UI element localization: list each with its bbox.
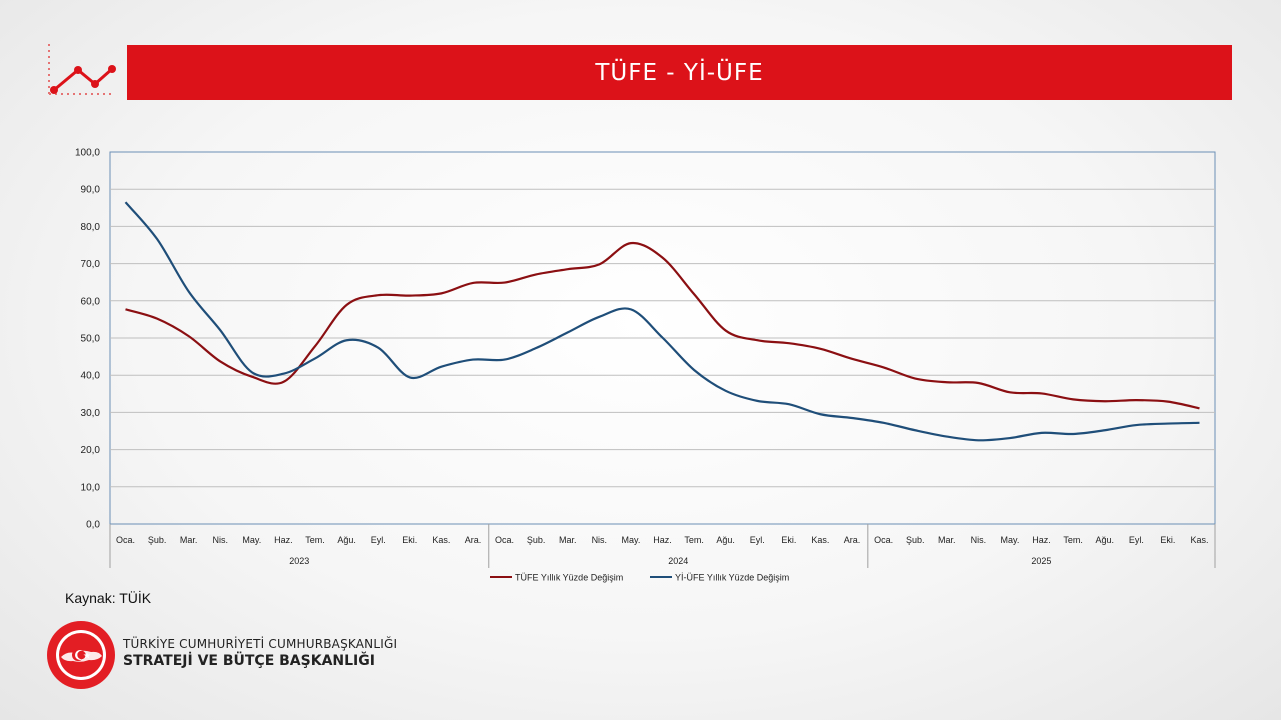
x-tick-label: Oca. [116,535,135,545]
x-tick-label: Ağu. [1095,535,1114,545]
line-chart: 0,0 10,0 20,0 30,0 40,0 50,0 60,0 70,0 80,0 90,0 1… [75,148,1216,583]
y-tick-label: 50,0 [81,334,101,345]
x-tick-label: Nis. [213,535,229,545]
x-tick-label: Tem. [305,535,325,545]
x-tick-label: Oca. [874,535,893,545]
x-tick-label: Eyl. [371,535,386,545]
x-tick-label: Eyl. [750,535,765,545]
y-tick-label: 40,0 [81,371,101,382]
x-tick-label: Ağu. [337,535,356,545]
x-tick-label: Kas. [432,535,450,545]
x-tick-label: Şub. [527,535,546,545]
legend-label: TÜFE Yıllık Yüzde Değişim [515,573,623,583]
x-tick-label: Eki. [781,535,796,545]
x-tick-label: Haz. [1032,535,1051,545]
y-tick-label: 30,0 [81,408,101,419]
year-label: 2024 [668,556,688,566]
x-tick-label: Şub. [148,535,167,545]
x-tick-label: Eki. [1160,535,1175,545]
x-tick-label: Tem. [684,535,704,545]
y-tick-label: 20,0 [81,445,101,456]
x-tick-label: Kas. [1190,535,1208,545]
x-tick-label: Eki. [402,535,417,545]
x-tick-label: Ara. [465,535,482,545]
page-title: TÜFE - Yİ-ÜFE [127,45,1232,100]
x-tick-label: Haz. [653,535,672,545]
x-tick-label: Mar. [938,535,956,545]
series-line-yiufe [124,201,1200,442]
y-tick-label: 60,0 [81,296,101,307]
org-line1: TÜRKİYE CUMHURİYETİ CUMHURBAŞKANLIĞI [123,637,398,651]
y-tick-label: 10,0 [81,482,101,493]
series-lines [124,201,1200,442]
legend: TÜFE Yıllık Yüzde Değişim Yİ-ÜFE Yıllık Y… [490,573,789,583]
trend-chart-icon [48,44,116,95]
x-tick-label: Nis. [592,535,608,545]
x-tick-label: Ağu. [716,535,735,545]
institution-name: TÜRKİYE CUMHURİYETİ CUMHURBAŞKANLIĞI STR… [123,637,397,669]
source-note: Kaynak: TÜİK [65,590,152,606]
institution-seal [47,621,115,689]
y-tick-label: 90,0 [81,185,101,196]
x-axis-ticks: Oca. Şub. Mar. Nis. May. Haz. Tem. Ağu. Eyl. Eki.… [116,535,1209,545]
x-tick-label: Mar. [559,535,577,545]
year-label: 2023 [289,556,309,566]
x-tick-label: Kas. [811,535,829,545]
x-tick-label: May. [1001,535,1020,545]
y-axis-ticks: 0,0 10,0 20,0 30,0 40,0 50,0 60,0 70,0 80,0 90,0 1… [75,148,100,531]
x-tick-label: Şub. [906,535,925,545]
x-tick-label: Ara. [844,535,861,545]
x-tick-label: Tem. [1063,535,1083,545]
x-tick-label: Haz. [274,535,293,545]
x-tick-label: Oca. [495,535,514,545]
x-tick-label: Nis. [971,535,987,545]
y-tick-label: 100,0 [75,148,100,159]
year-labels: 2023 2024 2025 [109,524,1216,568]
x-tick-label: Eyl. [1129,535,1144,545]
year-label: 2025 [1031,556,1051,566]
org-line2: STRATEJİ VE BÜTÇE BAŞKANLIĞI [123,653,375,669]
y-tick-label: 80,0 [81,222,101,233]
x-tick-label: Mar. [180,535,198,545]
x-tick-label: May. [621,535,640,545]
legend-label: Yİ-ÜFE Yıllık Yüzde Değişim [675,573,789,583]
series-line-tufe [125,241,1200,410]
y-tick-label: 70,0 [81,259,101,270]
x-tick-label: May. [242,535,261,545]
y-tick-label: 0,0 [86,520,100,531]
